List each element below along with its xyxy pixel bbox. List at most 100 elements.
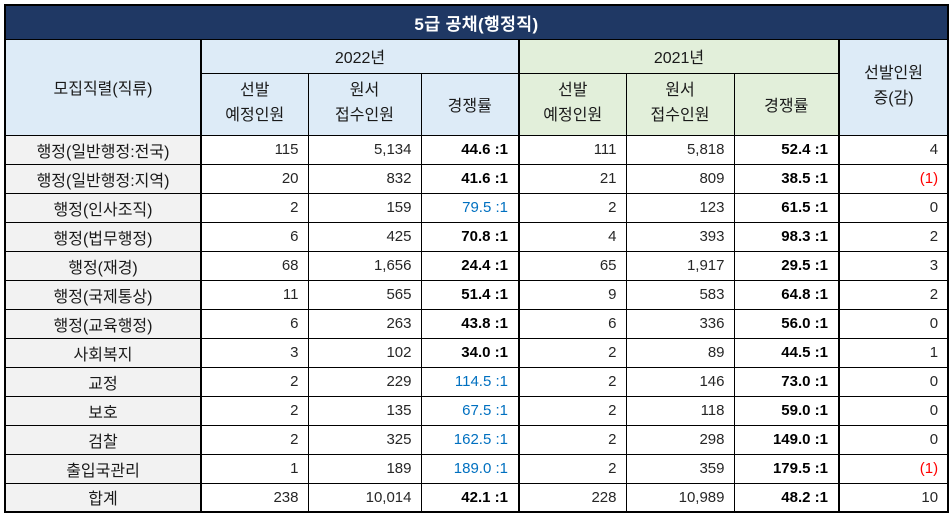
cell-2022-applied: 10,014 bbox=[307, 482, 422, 513]
cell-2022-expected: 2 bbox=[200, 395, 309, 426]
cell-2022-rate: 41.6 :1 bbox=[420, 163, 520, 194]
cell-2022-rate: 162.5 :1 bbox=[420, 424, 520, 455]
cell-2021-expected: 6 bbox=[518, 308, 627, 339]
cell-2021-applied: 10,989 bbox=[625, 482, 735, 513]
col-header-2022-expected: 선발 예정인원 bbox=[200, 72, 309, 136]
cell-2022-rate: 43.8 :1 bbox=[420, 308, 520, 339]
cell-2021-expected: 2 bbox=[518, 395, 627, 426]
col-header-change: 선발인원 증(감) bbox=[837, 38, 949, 136]
cell-change: (1) bbox=[837, 453, 949, 484]
cell-2022-expected: 20 bbox=[200, 163, 309, 194]
cell-2022-applied: 325 bbox=[307, 424, 422, 455]
cell-2022-rate: 67.5 :1 bbox=[420, 395, 520, 426]
cell-category: 출입국관리 bbox=[4, 453, 202, 484]
cell-2021-applied: 5,818 bbox=[625, 134, 735, 165]
cell-category: 행정(일반행정:전국) bbox=[4, 134, 202, 165]
cell-change: 2 bbox=[837, 279, 949, 310]
cell-2022-expected: 68 bbox=[200, 250, 309, 281]
cell-2021-rate: 52.4 :1 bbox=[733, 134, 840, 165]
col-header-2021-applied: 원서 접수인원 bbox=[625, 72, 735, 136]
cell-2021-rate: 64.8 :1 bbox=[733, 279, 840, 310]
cell-2021-expected: 65 bbox=[518, 250, 627, 281]
cell-change: 0 bbox=[837, 192, 949, 223]
table-row: 행정(교육행정) 6 263 43.8 :1 6 336 56.0 :1 0 bbox=[4, 308, 949, 339]
cell-2022-rate: 114.5 :1 bbox=[420, 366, 520, 397]
cell-2021-expected: 111 bbox=[518, 134, 627, 165]
table-row: 행정(일반행정:지역) 20 832 41.6 :1 21 809 38.5 :… bbox=[4, 163, 949, 194]
table-row: 행정(법무행정) 6 425 70.8 :1 4 393 98.3 :1 2 bbox=[4, 221, 949, 252]
cell-2021-applied: 1,917 bbox=[625, 250, 735, 281]
cell-category: 보호 bbox=[4, 395, 202, 426]
cell-2021-applied: 393 bbox=[625, 221, 735, 252]
recruitment-comparison-table: 5급 공채(행정직) 모집직렬(직류) 2022년 2021년 선발인원 증(감… bbox=[4, 4, 950, 513]
cell-2021-expected: 4 bbox=[518, 221, 627, 252]
cell-2022-expected: 238 bbox=[200, 482, 309, 513]
cell-category: 검찰 bbox=[4, 424, 202, 455]
cell-2022-expected: 6 bbox=[200, 221, 309, 252]
table-title: 5급 공채(행정직) bbox=[4, 4, 949, 40]
col-header-2021-rate: 경쟁률 bbox=[733, 72, 840, 136]
cell-2022-applied: 425 bbox=[307, 221, 422, 252]
cell-2022-applied: 5,134 bbox=[307, 134, 422, 165]
table-row: 보호 2 135 67.5 :1 2 118 59.0 :1 0 bbox=[4, 395, 949, 426]
cell-2022-applied: 102 bbox=[307, 337, 422, 368]
table-row: 합계 238 10,014 42.1 :1 228 10,989 48.2 :1… bbox=[4, 482, 949, 513]
cell-2022-applied: 229 bbox=[307, 366, 422, 397]
cell-change: 10 bbox=[837, 482, 949, 513]
cell-2021-rate: 59.0 :1 bbox=[733, 395, 840, 426]
cell-2021-expected: 2 bbox=[518, 366, 627, 397]
cell-2021-expected: 2 bbox=[518, 453, 627, 484]
cell-2022-rate: 44.6 :1 bbox=[420, 134, 520, 165]
cell-change: 0 bbox=[837, 366, 949, 397]
cell-2022-expected: 2 bbox=[200, 424, 309, 455]
cell-2021-applied: 89 bbox=[625, 337, 735, 368]
cell-2021-rate: 44.5 :1 bbox=[733, 337, 840, 368]
cell-2021-rate: 29.5 :1 bbox=[733, 250, 840, 281]
cell-2021-applied: 118 bbox=[625, 395, 735, 426]
table-row: 행정(재경) 68 1,656 24.4 :1 65 1,917 29.5 :1… bbox=[4, 250, 949, 281]
table-body: 행정(일반행정:전국) 115 5,134 44.6 :1 111 5,818 … bbox=[4, 134, 949, 513]
cell-2021-applied: 298 bbox=[625, 424, 735, 455]
cell-2022-rate: 70.8 :1 bbox=[420, 221, 520, 252]
cell-2022-applied: 1,656 bbox=[307, 250, 422, 281]
cell-2021-applied: 809 bbox=[625, 163, 735, 194]
cell-2022-applied: 565 bbox=[307, 279, 422, 310]
cell-2021-rate: 98.3 :1 bbox=[733, 221, 840, 252]
cell-2022-applied: 263 bbox=[307, 308, 422, 339]
cell-change: 0 bbox=[837, 308, 949, 339]
cell-category: 교정 bbox=[4, 366, 202, 397]
cell-change: (1) bbox=[837, 163, 949, 194]
col-group-2022: 2022년 bbox=[200, 38, 520, 74]
col-header-category: 모집직렬(직류) bbox=[4, 38, 202, 136]
cell-2021-expected: 2 bbox=[518, 337, 627, 368]
cell-2022-expected: 115 bbox=[200, 134, 309, 165]
cell-2021-expected: 9 bbox=[518, 279, 627, 310]
cell-2021-rate: 179.5 :1 bbox=[733, 453, 840, 484]
cell-category: 사회복지 bbox=[4, 337, 202, 368]
cell-category: 행정(교육행정) bbox=[4, 308, 202, 339]
cell-2021-rate: 38.5 :1 bbox=[733, 163, 840, 194]
cell-change: 3 bbox=[837, 250, 949, 281]
cell-2021-applied: 146 bbox=[625, 366, 735, 397]
cell-2022-applied: 135 bbox=[307, 395, 422, 426]
table-row: 교정 2 229 114.5 :1 2 146 73.0 :1 0 bbox=[4, 366, 949, 397]
cell-change: 0 bbox=[837, 395, 949, 426]
cell-2021-expected: 2 bbox=[518, 424, 627, 455]
cell-2021-expected: 2 bbox=[518, 192, 627, 223]
cell-2022-expected: 2 bbox=[200, 366, 309, 397]
header-sub-row: 선발 예정인원 원서 접수인원 경쟁률 선발 예정인원 원서 접수인원 경쟁률 bbox=[5, 72, 948, 136]
cell-2022-expected: 6 bbox=[200, 308, 309, 339]
table-row: 검찰 2 325 162.5 :1 2 298 149.0 :1 0 bbox=[4, 424, 949, 455]
header-group-row: 모집직렬(직류) 2022년 2021년 선발인원 증(감) bbox=[4, 38, 949, 136]
cell-change: 4 bbox=[837, 134, 949, 165]
cell-2021-rate: 48.2 :1 bbox=[733, 482, 840, 513]
table-row: 행정(인사조직) 2 159 79.5 :1 2 123 61.5 :1 0 bbox=[4, 192, 949, 223]
cell-2021-rate: 149.0 :1 bbox=[733, 424, 840, 455]
col-header-2022-applied: 원서 접수인원 bbox=[307, 72, 422, 136]
cell-category: 행정(국제통상) bbox=[4, 279, 202, 310]
cell-change: 1 bbox=[837, 337, 949, 368]
cell-category: 행정(법무행정) bbox=[4, 221, 202, 252]
cell-category: 합계 bbox=[4, 482, 202, 513]
cell-2022-rate: 51.4 :1 bbox=[420, 279, 520, 310]
